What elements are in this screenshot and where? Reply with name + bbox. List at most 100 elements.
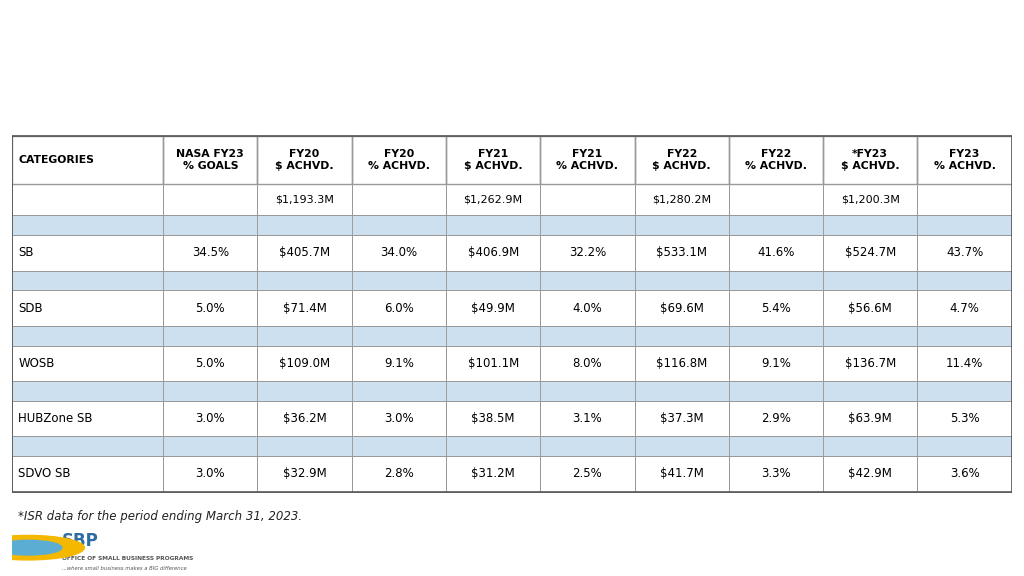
Text: $524.7M: $524.7M	[845, 247, 896, 259]
Bar	[823, 214, 918, 235]
Text: $38.5M: $38.5M	[471, 412, 515, 425]
Text: FY22
% ACHVD.: FY22 % ACHVD.	[745, 149, 807, 171]
Bar	[823, 401, 918, 437]
Text: SDB: SDB	[18, 302, 43, 314]
Text: $56.6M: $56.6M	[849, 302, 892, 314]
Bar	[12, 214, 1012, 235]
Text: 5.0%: 5.0%	[196, 357, 225, 370]
Bar	[163, 326, 257, 346]
Bar	[446, 346, 541, 381]
Bar	[351, 184, 446, 214]
Bar	[729, 326, 823, 346]
Bar	[257, 381, 351, 401]
Bar	[635, 235, 729, 271]
Bar	[12, 381, 1012, 401]
Bar	[12, 271, 1012, 290]
Bar	[351, 437, 446, 456]
Text: *FY23
$ ACHVD.: *FY23 $ ACHVD.	[841, 149, 900, 171]
Text: 32.2%: 32.2%	[568, 247, 606, 259]
Text: 5.4%: 5.4%	[761, 302, 791, 314]
Bar	[12, 136, 1012, 184]
Bar	[541, 271, 635, 290]
Bar	[446, 235, 541, 271]
Text: 2.5%: 2.5%	[572, 467, 602, 480]
Bar	[351, 401, 446, 437]
Text: 2.9%: 2.9%	[761, 412, 791, 425]
Bar	[257, 271, 351, 290]
Bar	[918, 214, 1012, 235]
Bar	[635, 290, 729, 326]
Text: FY20
$ ACHVD.: FY20 $ ACHVD.	[275, 149, 334, 171]
Text: $71.4M: $71.4M	[283, 302, 327, 314]
Text: $1,200.3M: $1,200.3M	[841, 194, 900, 204]
Bar	[446, 437, 541, 456]
Bar	[729, 235, 823, 271]
Bar	[163, 271, 257, 290]
Bar	[12, 136, 163, 184]
Text: *ISR data for the period ending March 31, 2023.: *ISR data for the period ending March 31…	[18, 510, 302, 523]
Bar	[918, 401, 1012, 437]
Bar	[729, 381, 823, 401]
Text: $63.9M: $63.9M	[849, 412, 892, 425]
Bar	[729, 214, 823, 235]
Bar	[823, 235, 918, 271]
Bar	[446, 271, 541, 290]
Text: SB: SB	[18, 247, 34, 259]
Bar	[163, 401, 257, 437]
Text: $1,280.2M: $1,280.2M	[652, 194, 712, 204]
Bar	[635, 326, 729, 346]
Text: $1,262.9M: $1,262.9M	[464, 194, 522, 204]
Text: 34.0%: 34.0%	[380, 247, 418, 259]
Bar	[918, 381, 1012, 401]
Bar	[257, 235, 351, 271]
Bar	[351, 326, 446, 346]
Bar	[163, 214, 257, 235]
Bar	[635, 437, 729, 456]
Bar	[351, 346, 446, 381]
Bar	[918, 437, 1012, 456]
Bar	[163, 346, 257, 381]
Bar	[351, 290, 446, 326]
Bar	[823, 326, 918, 346]
Bar	[635, 214, 729, 235]
Bar	[257, 346, 351, 381]
Bar	[541, 326, 635, 346]
Bar	[541, 456, 635, 492]
Text: MSFC FY 2020-2023 PRIME CONTRACTOR CUMULATIVE: MSFC FY 2020-2023 PRIME CONTRACTOR CUMUL…	[18, 27, 850, 53]
Text: $406.9M: $406.9M	[468, 247, 519, 259]
Bar	[163, 136, 257, 184]
Bar	[541, 184, 635, 214]
Bar	[918, 290, 1012, 326]
Text: SUBCONTRACTING TOTALS: SUBCONTRACTING TOTALS	[18, 77, 424, 103]
Bar	[541, 346, 635, 381]
Bar	[918, 235, 1012, 271]
Text: 3.1%: 3.1%	[572, 412, 602, 425]
Text: FY22
$ ACHVD.: FY22 $ ACHVD.	[652, 149, 711, 171]
Text: 3.6%: 3.6%	[949, 467, 979, 480]
Bar	[729, 271, 823, 290]
Bar	[823, 136, 918, 184]
Bar	[823, 290, 918, 326]
Bar	[12, 184, 163, 214]
Text: 6.0%: 6.0%	[384, 302, 414, 314]
Text: 9.1%: 9.1%	[761, 357, 791, 370]
Text: 2.8%: 2.8%	[384, 467, 414, 480]
Text: $32.9M: $32.9M	[283, 467, 327, 480]
Bar	[823, 346, 918, 381]
Bar	[823, 271, 918, 290]
Text: 4.7%: 4.7%	[949, 302, 980, 314]
Bar	[351, 235, 446, 271]
Bar	[351, 381, 446, 401]
Text: 3.0%: 3.0%	[384, 412, 414, 425]
Text: 3.0%: 3.0%	[196, 467, 225, 480]
Bar	[351, 136, 446, 184]
Bar	[823, 184, 918, 214]
Bar	[257, 326, 351, 346]
Bar	[12, 437, 1012, 456]
Text: $42.9M: $42.9M	[848, 467, 892, 480]
Text: $37.3M: $37.3M	[659, 412, 703, 425]
Text: 5.0%: 5.0%	[196, 302, 225, 314]
Text: $116.8M: $116.8M	[656, 357, 708, 370]
Bar	[541, 437, 635, 456]
Bar	[12, 456, 1012, 492]
